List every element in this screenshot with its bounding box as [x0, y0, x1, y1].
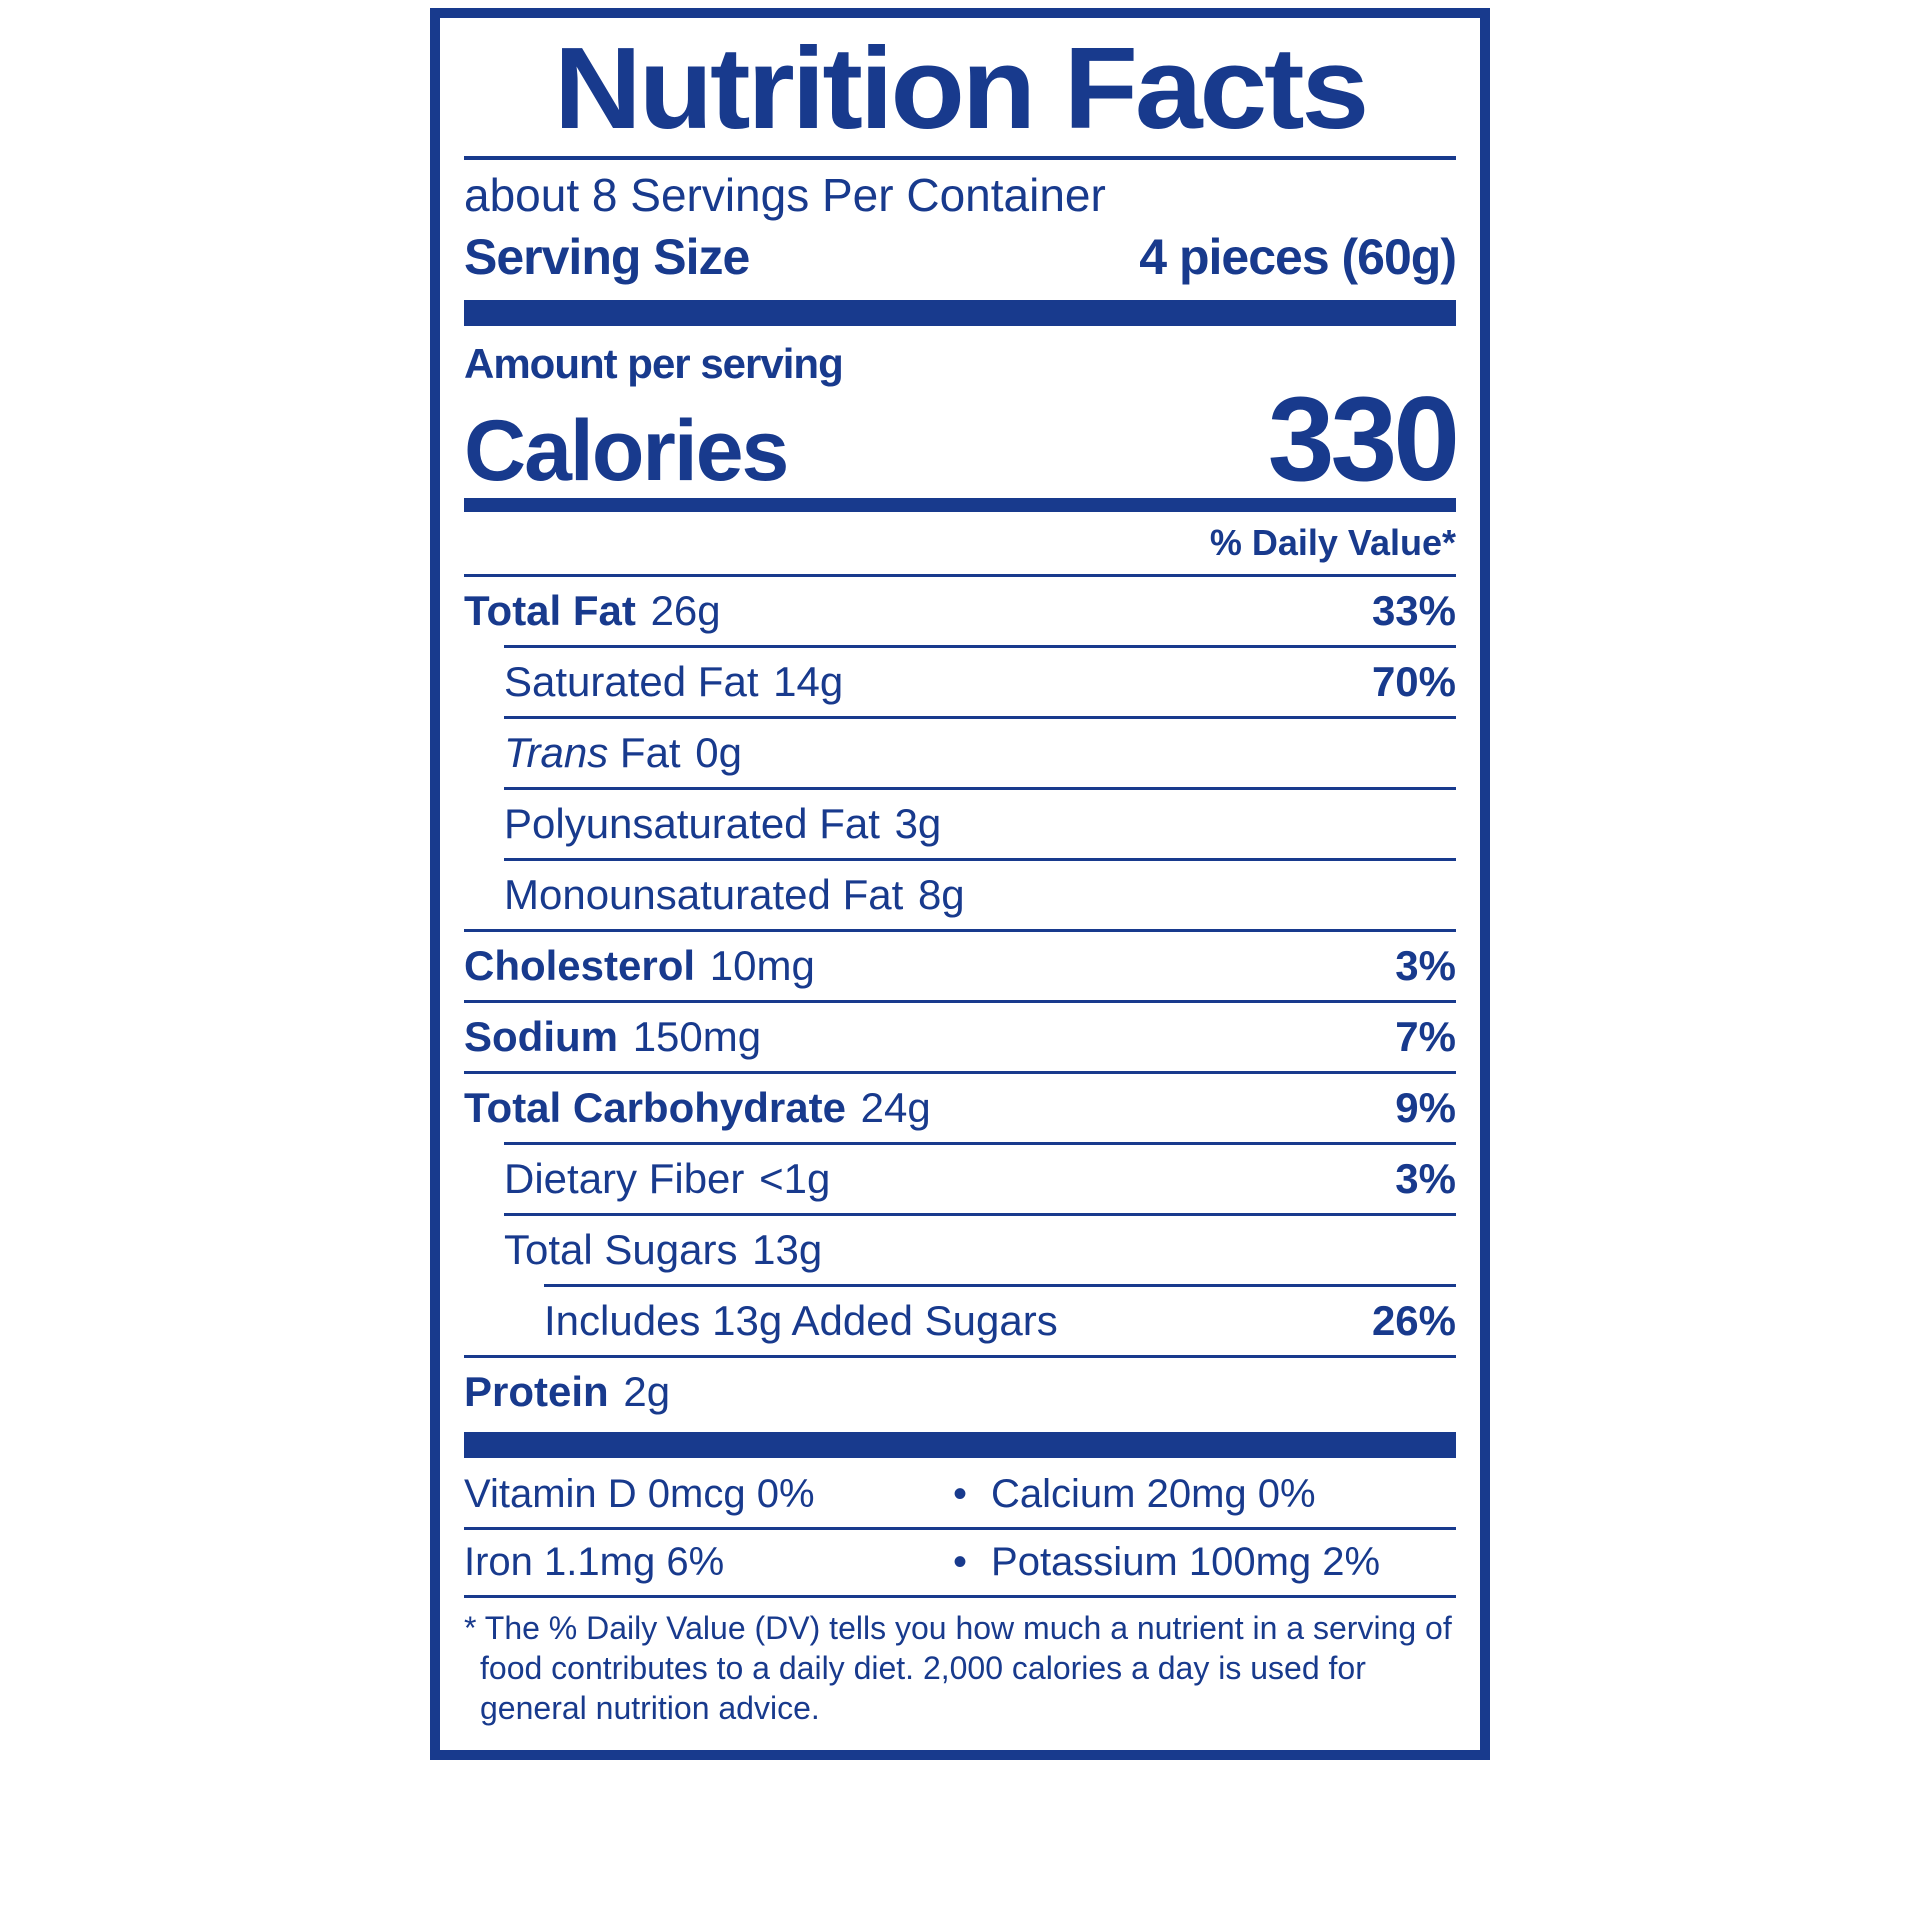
nutrient-pct: 26% [1372, 1297, 1456, 1345]
nutrient-amount: 14g [773, 658, 843, 706]
nutrient-amount: 3g [895, 800, 942, 848]
row-poly-fat: Polyunsaturated Fat 3g [464, 790, 1456, 858]
calories-label: Calories [464, 413, 787, 490]
nutrient-name: Protein [464, 1368, 609, 1416]
row-protein: Protein 2g [464, 1355, 1456, 1432]
nutrient-amount: 26g [651, 587, 721, 635]
dv-header: % Daily Value* [464, 512, 1456, 574]
row-trans-fat: Trans Fat 0g [464, 719, 1456, 787]
bullet-icon: • [949, 1540, 971, 1585]
title: Nutrition Facts [439, 26, 1481, 156]
row-cholesterol: Cholesterol 10mg 3% [464, 929, 1456, 1000]
row-added-sugars: Includes 13g Added Sugars 26% [464, 1287, 1456, 1355]
nutrient-name: Dietary Fiber [504, 1155, 744, 1203]
serving-size-row: Serving Size 4 pieces (60g) [464, 228, 1456, 300]
nutrient-pct: 3% [1395, 942, 1456, 990]
nutrient-pct: 9% [1395, 1084, 1456, 1132]
nutrient-pct: 33% [1372, 587, 1456, 635]
nutrient-amount: 0g [695, 729, 742, 777]
nutrient-name: Monounsaturated Fat [504, 871, 903, 919]
serving-size-value: 4 pieces (60g) [1139, 228, 1456, 286]
nutrient-name: Total Fat [464, 587, 636, 635]
vitamin-row-1: Vitamin D 0mcg 0% • Calcium 20mg 0% [464, 1458, 1456, 1527]
calcium: Calcium 20mg 0% [991, 1472, 1456, 1517]
calories-row: Calories 330 [464, 388, 1456, 498]
calories-value: 330 [1268, 388, 1456, 490]
nutrient-name: Total Sugars [504, 1226, 737, 1274]
nutrient-amount: 13g [752, 1226, 822, 1274]
servings-per-container: about 8 Servings Per Container [464, 160, 1456, 228]
nutrient-name: Total Carbohydrate [464, 1084, 846, 1132]
nutrient-pct: 70% [1372, 658, 1456, 706]
nutrient-name: Sodium [464, 1013, 618, 1061]
nutrient-name: Trans Fat [504, 729, 681, 777]
iron: Iron 1.1mg 6% [464, 1540, 929, 1585]
footnote: * The % Daily Value (DV) tells you how m… [464, 1595, 1456, 1734]
nutrient-pct: 7% [1395, 1013, 1456, 1061]
row-sat-fat: Saturated Fat 14g 70% [464, 648, 1456, 716]
row-sodium: Sodium 150mg 7% [464, 1000, 1456, 1071]
vitamin-d: Vitamin D 0mcg 0% [464, 1472, 929, 1517]
vitamin-row-2: Iron 1.1mg 6% • Potassium 100mg 2% [464, 1527, 1456, 1595]
row-mono-fat: Monounsaturated Fat 8g [464, 861, 1456, 929]
nutrient-amount: 150mg [633, 1013, 761, 1061]
serving-size-label: Serving Size [464, 228, 749, 286]
nutrient-amount: 2g [623, 1368, 670, 1416]
row-total-fat: Total Fat 26g 33% [464, 574, 1456, 645]
row-fiber: Dietary Fiber <1g 3% [464, 1145, 1456, 1213]
nutrient-name: Includes 13g Added Sugars [544, 1297, 1058, 1345]
bullet-icon: • [949, 1472, 971, 1517]
nutrient-amount: 8g [918, 871, 965, 919]
thick-bar [464, 1432, 1456, 1458]
nutrient-amount: 10mg [710, 942, 815, 990]
nutrient-name: Cholesterol [464, 942, 695, 990]
potassium: Potassium 100mg 2% [991, 1540, 1456, 1585]
row-total-sugars: Total Sugars 13g [464, 1216, 1456, 1284]
thick-bar [464, 300, 1456, 326]
nutrition-facts-label: Nutrition Facts about 8 Servings Per Con… [430, 8, 1490, 1760]
nutrient-name: Polyunsaturated Fat [504, 800, 880, 848]
nutrient-name: Saturated Fat [504, 658, 758, 706]
row-total-carb: Total Carbohydrate 24g 9% [464, 1071, 1456, 1142]
nutrient-amount: <1g [759, 1155, 830, 1203]
nutrient-pct: 3% [1395, 1155, 1456, 1203]
nutrient-amount: 24g [861, 1084, 931, 1132]
